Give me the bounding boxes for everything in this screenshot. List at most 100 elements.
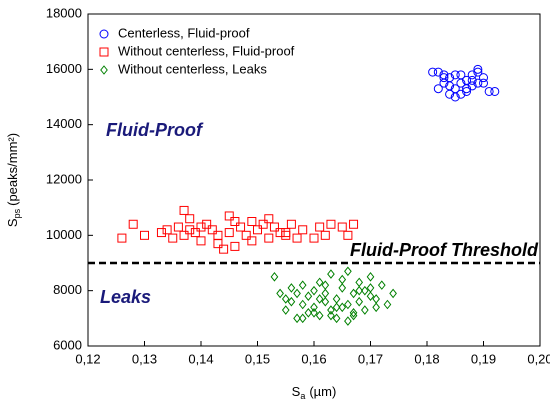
y-tick-label: 10000 bbox=[46, 227, 82, 242]
point bbox=[315, 277, 324, 288]
y-label-unit: (peaks/mm²) bbox=[5, 133, 20, 206]
point bbox=[377, 280, 386, 290]
point bbox=[276, 288, 284, 299]
point bbox=[428, 67, 438, 77]
point bbox=[484, 86, 494, 96]
point bbox=[264, 233, 274, 243]
point bbox=[320, 230, 330, 240]
point bbox=[473, 78, 483, 88]
point bbox=[450, 70, 460, 80]
point bbox=[349, 307, 358, 318]
point bbox=[361, 285, 369, 296]
point bbox=[293, 313, 301, 324]
point bbox=[213, 239, 223, 249]
point bbox=[309, 233, 319, 243]
y-tick-label: 12000 bbox=[46, 171, 82, 186]
point bbox=[287, 283, 296, 293]
point bbox=[467, 70, 477, 80]
point bbox=[213, 230, 223, 240]
legend-marker bbox=[99, 47, 109, 57]
point bbox=[473, 64, 483, 74]
point bbox=[162, 225, 172, 235]
point bbox=[338, 274, 347, 285]
point bbox=[140, 230, 149, 240]
point bbox=[156, 228, 166, 238]
point bbox=[372, 302, 380, 313]
point bbox=[332, 302, 341, 313]
point bbox=[326, 219, 336, 229]
point bbox=[310, 307, 318, 318]
x-tick-label: 0,20 bbox=[527, 351, 550, 366]
point bbox=[185, 225, 195, 235]
point bbox=[293, 288, 301, 299]
point bbox=[253, 225, 262, 235]
point bbox=[450, 92, 460, 102]
point bbox=[479, 73, 488, 83]
y-tick-label: 14000 bbox=[46, 116, 82, 131]
point bbox=[117, 233, 127, 243]
point bbox=[490, 86, 500, 96]
legend-label: Centerless, Fluid-proof bbox=[118, 25, 250, 40]
point bbox=[321, 280, 330, 290]
point bbox=[230, 217, 240, 226]
y-tick-label: 18000 bbox=[46, 5, 82, 20]
point bbox=[349, 310, 358, 321]
point bbox=[315, 310, 324, 321]
point bbox=[269, 222, 279, 232]
point bbox=[236, 222, 246, 232]
point bbox=[366, 291, 375, 302]
legend-label: Without centerless, Leaks bbox=[118, 61, 267, 76]
point bbox=[196, 236, 206, 246]
legend-marker bbox=[99, 29, 109, 39]
point bbox=[344, 266, 352, 277]
point bbox=[179, 230, 189, 240]
point bbox=[258, 219, 268, 229]
point bbox=[230, 241, 240, 251]
point bbox=[190, 228, 200, 238]
point bbox=[327, 310, 335, 321]
point bbox=[207, 225, 217, 235]
x-axis-label: Sa (µm) bbox=[292, 384, 337, 401]
point bbox=[327, 305, 335, 315]
point bbox=[349, 288, 358, 299]
point bbox=[467, 75, 477, 85]
point bbox=[479, 78, 488, 88]
x-tick-label: 0,12 bbox=[75, 351, 100, 366]
point bbox=[349, 219, 359, 229]
x-tick-label: 0,17 bbox=[358, 351, 383, 366]
point bbox=[337, 222, 347, 232]
point bbox=[361, 305, 369, 315]
y-label-symbol: S bbox=[5, 218, 20, 227]
point bbox=[281, 230, 291, 240]
legend-label: Without centerless, Fluid-proof bbox=[118, 43, 295, 58]
annotation: Fluid-Proof bbox=[106, 120, 204, 140]
point bbox=[298, 280, 307, 290]
point bbox=[247, 236, 257, 246]
point bbox=[241, 230, 251, 240]
x-tick-label: 0,18 bbox=[414, 351, 439, 366]
point bbox=[292, 233, 302, 243]
point bbox=[338, 283, 347, 293]
legend-marker bbox=[100, 65, 108, 75]
point bbox=[281, 228, 291, 238]
point bbox=[173, 222, 183, 232]
point bbox=[439, 70, 449, 80]
point bbox=[327, 269, 335, 279]
point bbox=[281, 294, 290, 304]
point bbox=[286, 219, 296, 229]
point bbox=[321, 296, 330, 307]
point bbox=[275, 228, 285, 238]
point bbox=[298, 313, 307, 324]
point bbox=[445, 81, 455, 91]
point bbox=[383, 299, 392, 310]
y-label-sub: ps bbox=[12, 208, 22, 218]
point bbox=[389, 288, 397, 299]
x-tick-label: 0,15 bbox=[245, 351, 270, 366]
point bbox=[310, 302, 318, 313]
point bbox=[287, 296, 296, 307]
x-tick-label: 0,14 bbox=[188, 351, 213, 366]
point bbox=[338, 302, 347, 313]
y-tick-label: 6000 bbox=[53, 337, 82, 352]
point bbox=[304, 291, 313, 302]
